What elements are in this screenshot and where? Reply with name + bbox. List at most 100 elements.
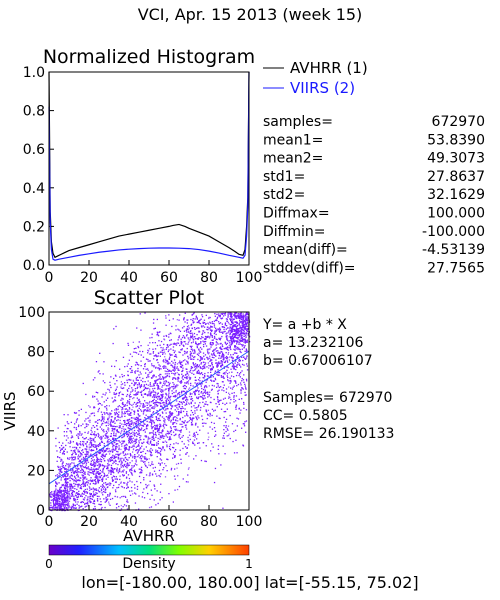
scatter-point <box>89 468 91 470</box>
scatter-point <box>200 362 203 364</box>
scatter-point <box>196 418 198 421</box>
scatter-point <box>136 363 139 366</box>
scatter-point <box>123 405 125 407</box>
scatter-point <box>132 380 135 382</box>
scatter-point <box>113 400 115 402</box>
scatter-point <box>98 487 100 489</box>
scatter-point <box>193 366 196 368</box>
scatter-point <box>181 406 183 408</box>
scatter-point <box>236 452 238 454</box>
scatter-point <box>95 489 97 491</box>
scatter-point <box>227 379 229 381</box>
scatter-point <box>121 407 124 409</box>
scatter-point <box>90 467 93 469</box>
scatter-point <box>84 497 86 499</box>
scatter-point <box>101 417 103 419</box>
scatter-point <box>175 343 177 345</box>
scatter-point <box>231 337 234 339</box>
scatter-point <box>93 464 95 466</box>
scatter-point <box>118 427 120 429</box>
scatter-point <box>80 455 82 457</box>
scatter-point <box>72 478 74 480</box>
scatter-point <box>244 326 246 329</box>
scatter-point <box>228 393 231 396</box>
scatter-point <box>136 488 139 490</box>
scatter-point <box>190 406 193 408</box>
scatter-point <box>57 491 59 493</box>
scatter-point <box>170 433 173 436</box>
scatter-point <box>114 412 116 414</box>
scatter-point <box>246 369 249 371</box>
scatter-point <box>133 348 135 350</box>
scatter-point <box>94 462 96 464</box>
scatter-point <box>81 501 83 503</box>
scatter-point <box>139 313 141 315</box>
scatter-point <box>162 377 164 379</box>
scatter-point <box>189 438 191 441</box>
scatter-point <box>133 470 136 473</box>
scatter-point <box>150 447 152 450</box>
scatter-point <box>135 361 137 363</box>
scatter-point <box>238 333 241 335</box>
scatter-point <box>64 468 66 470</box>
scatter-point <box>139 391 141 393</box>
scatter-point <box>106 412 108 414</box>
scatter-point <box>109 460 111 462</box>
scatter-point <box>108 453 111 455</box>
scatter-point <box>136 416 138 419</box>
scatter-point <box>126 393 129 396</box>
scatter-point <box>216 313 218 315</box>
scatter-point <box>231 326 233 329</box>
scatter-point <box>96 461 98 463</box>
scatter-point <box>123 464 125 467</box>
scatter-point <box>133 469 136 471</box>
scatter-point <box>244 383 246 385</box>
scatter-point <box>174 428 176 431</box>
scatter-point <box>166 374 169 377</box>
scatter-point <box>246 340 248 342</box>
scatter-point <box>173 368 175 370</box>
scatter-point <box>143 448 145 450</box>
scatter-point <box>75 453 77 455</box>
scatter-point <box>227 312 230 314</box>
scatter-point <box>162 390 164 393</box>
scatter-point <box>147 407 150 409</box>
scatter-point <box>108 458 111 460</box>
scatter-point <box>104 488 107 490</box>
scatter-point <box>104 422 106 424</box>
scatter-point <box>110 470 112 472</box>
scatter-point <box>189 330 192 333</box>
scatter-point <box>69 457 71 459</box>
scatter-point <box>140 373 142 375</box>
scatter-point <box>195 416 197 418</box>
scatter-point <box>217 365 219 367</box>
scatter-point <box>111 449 113 451</box>
scatter-point <box>81 465 83 467</box>
scatter-point <box>106 437 108 439</box>
scatter-point <box>153 375 155 377</box>
scatter-point <box>165 388 167 390</box>
scatter-point <box>160 483 162 485</box>
scatter-point <box>231 336 234 338</box>
scatter-point <box>212 446 214 448</box>
scatter-point <box>97 410 99 413</box>
scatter-point <box>172 395 175 398</box>
scatter-point <box>129 403 131 406</box>
scatter-point <box>172 388 175 390</box>
scatter-point <box>87 424 90 426</box>
scatter-point <box>75 467 77 470</box>
scatter-point <box>194 338 197 340</box>
scatter-point <box>55 502 57 504</box>
scatter-point <box>118 411 120 413</box>
scatter-point <box>100 420 103 422</box>
scatter-point <box>83 481 85 483</box>
scatter-point <box>54 495 56 497</box>
scatter-point <box>166 405 168 408</box>
scatter-point <box>129 408 131 410</box>
scatter-point <box>233 368 235 370</box>
scatter-point <box>213 481 216 484</box>
scatter-point <box>173 447 175 449</box>
scatter-point <box>84 473 86 475</box>
scatter-point <box>246 365 248 367</box>
scatter-point <box>194 368 197 370</box>
